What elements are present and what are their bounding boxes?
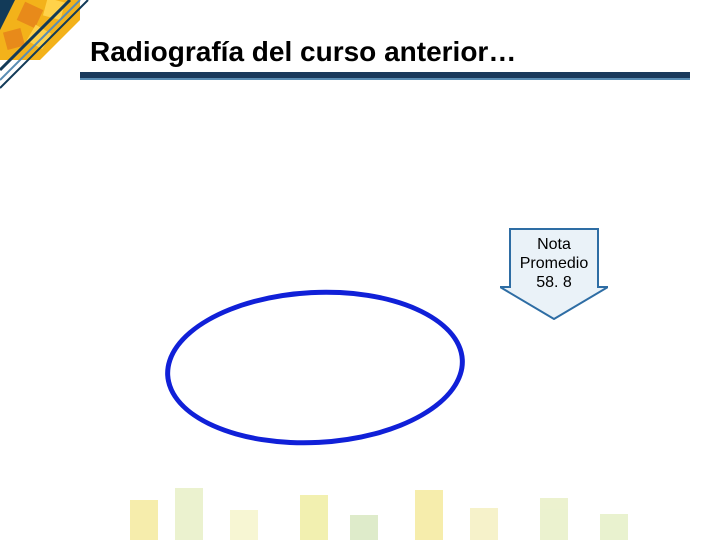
slide-title: Radiografía del curso anterior… bbox=[80, 36, 516, 68]
corner-decoration bbox=[0, 0, 90, 90]
callout-line1: Nota bbox=[500, 235, 608, 254]
title-underline-accent bbox=[80, 78, 690, 80]
ellipse-annotation bbox=[161, 282, 469, 452]
callout-line2: Promedio bbox=[500, 254, 608, 273]
callout-value: 58. 8 bbox=[500, 273, 608, 292]
slide-title-bar: Radiografía del curso anterior… bbox=[80, 30, 690, 74]
callout-arrow: Nota Promedio 58. 8 bbox=[500, 225, 608, 320]
bottom-decoration bbox=[0, 470, 720, 540]
callout-text: Nota Promedio 58. 8 bbox=[500, 235, 608, 293]
